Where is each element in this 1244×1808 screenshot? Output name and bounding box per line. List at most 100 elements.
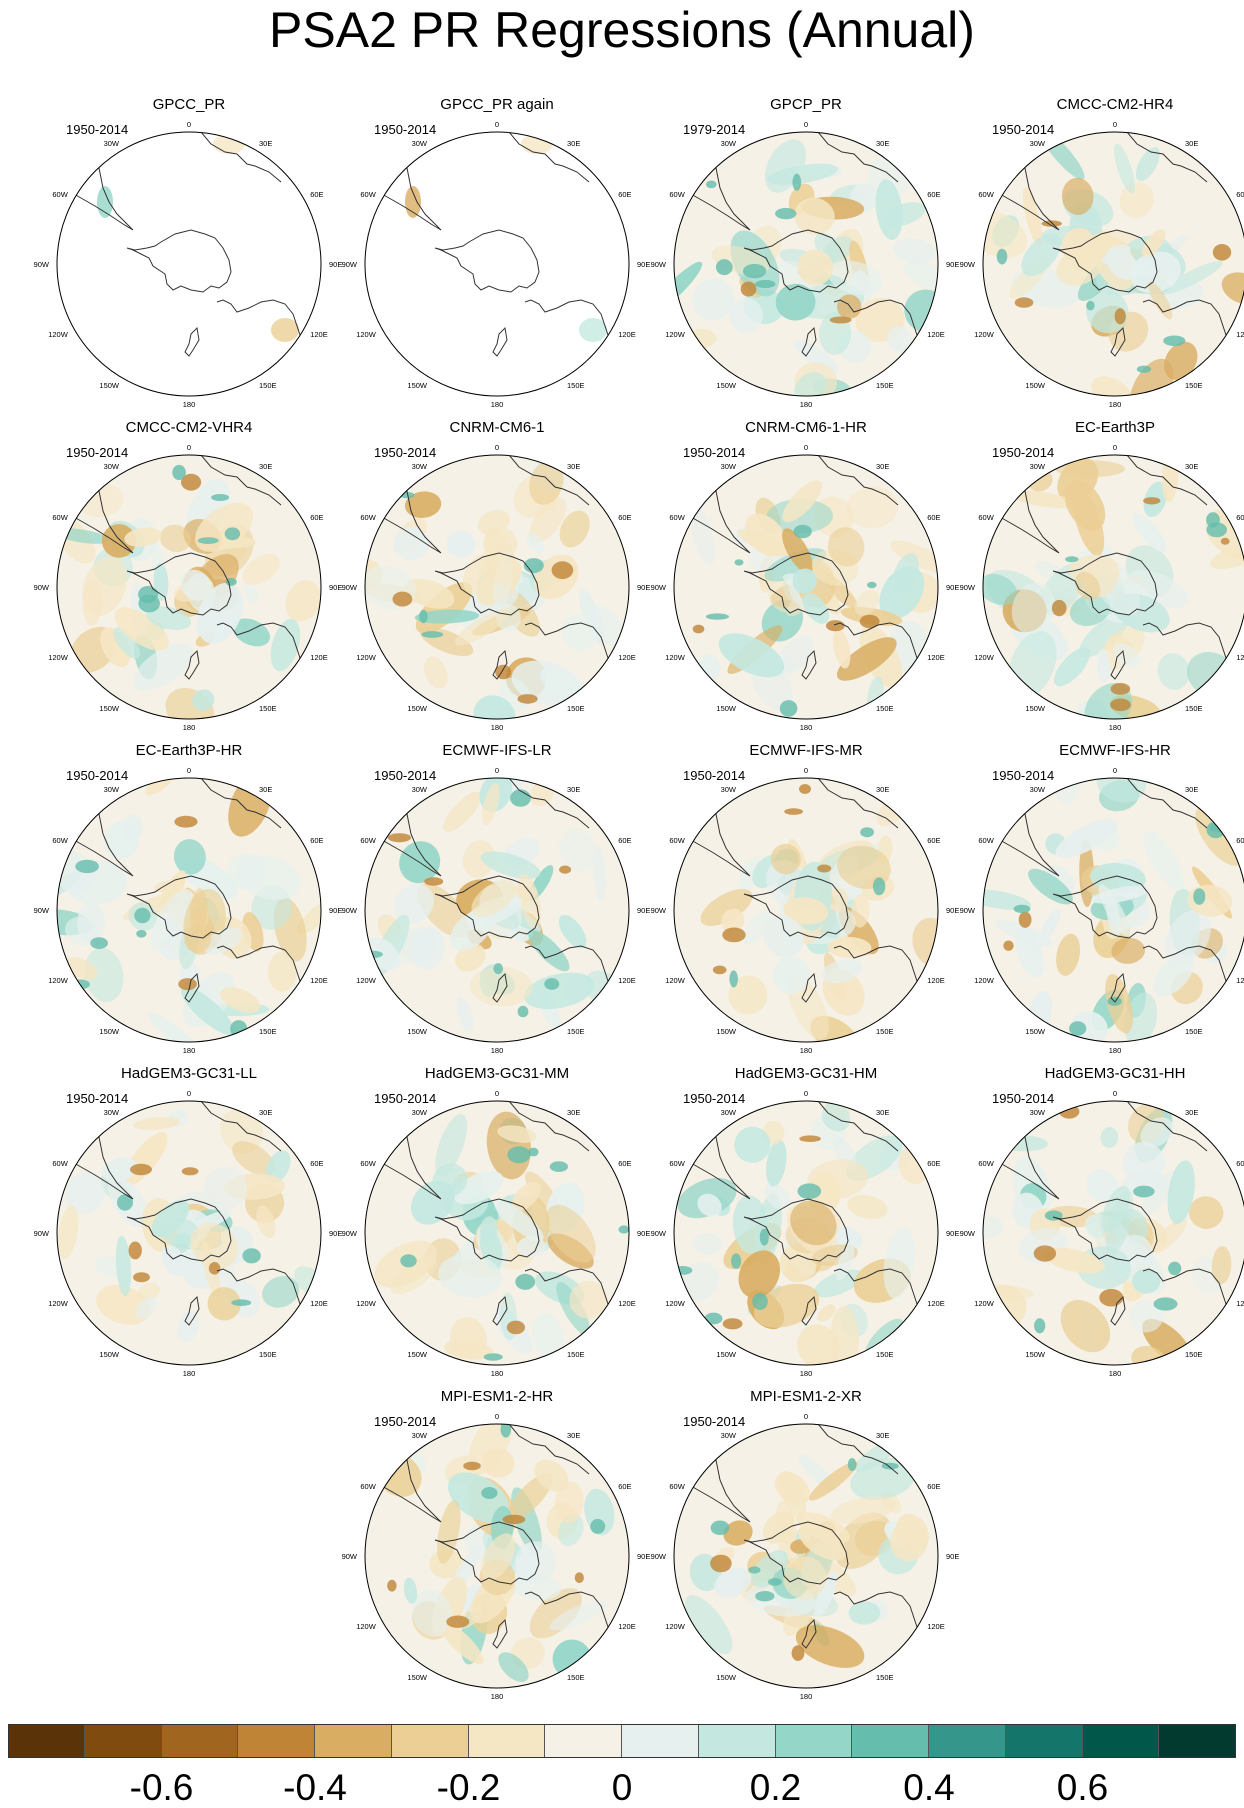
longitude-label: 150W	[1025, 1027, 1046, 1036]
longitude-label: 120W	[974, 1299, 995, 1308]
longitude-label: 60W	[360, 1159, 376, 1168]
panel-period: 1950-2014	[66, 768, 129, 783]
panel-period: 1950-2014	[66, 1091, 129, 1106]
colorbar-tick-label: -0.2	[436, 1767, 501, 1808]
longitude-label: 180	[183, 723, 196, 732]
longitude-label: 60E	[927, 190, 940, 199]
longitude-label: 90E	[329, 260, 342, 269]
longitude-label: 30W	[721, 1108, 737, 1117]
panel-title: CNRM-CM6-1-HR	[745, 419, 867, 436]
longitude-label: 120E	[1236, 976, 1244, 985]
map-panel: EC-Earth3P-HR 1950-2014 0 30E 60E 90E 120E 150E…	[34, 742, 344, 1062]
longitude-label: 180	[1109, 723, 1122, 732]
longitude-label: 150E	[567, 1350, 585, 1359]
longitude-label: 180	[1109, 400, 1122, 409]
longitude-label: 60W	[52, 1159, 68, 1168]
panel-title: ECMWF-IFS-MR	[749, 742, 863, 759]
longitude-label: 60W	[978, 513, 994, 522]
longitude-label: 90W	[651, 583, 667, 592]
panel-title: HadGEM3-GC31-HM	[734, 1065, 878, 1082]
longitude-label: 30E	[1185, 462, 1198, 471]
colorbar-segment	[698, 1724, 776, 1758]
colorbar-segment	[622, 1724, 699, 1758]
map-panel: ECMWF-IFS-MR 1950-2014 0 30E 60E 90E 120E 150E 1…	[651, 742, 961, 1062]
map-panel: HadGEM3-GC31-MM 1950-2014 0 30E 60E 90E 120E 15…	[342, 1065, 652, 1385]
panel-period: 1950-2014	[66, 445, 129, 460]
longitude-label: 60E	[618, 1159, 631, 1168]
longitude-label: 60W	[52, 513, 68, 522]
longitude-label: 90W	[651, 1552, 667, 1561]
colorbar-segment	[238, 1724, 315, 1758]
longitude-label: 120E	[310, 976, 328, 985]
map-panel: MPI-ESM1-2-HR 1950-2014 0 30E 60E 90E 120E 150E…	[342, 1388, 652, 1708]
longitude-label: 90E	[637, 1552, 650, 1561]
panel-period: 1950-2014	[374, 445, 437, 460]
panel-title: EC-Earth3P	[1074, 419, 1156, 436]
colorbar	[8, 1724, 1236, 1760]
longitude-label: 150W	[99, 1027, 120, 1036]
longitude-label: 150E	[876, 1673, 894, 1682]
colorbar-segment	[8, 1724, 85, 1758]
longitude-label: 30E	[567, 462, 580, 471]
longitude-label: 90W	[651, 1229, 667, 1238]
panel-title: MPI-ESM1-2-XR	[750, 1388, 862, 1405]
longitude-label: 90W	[342, 1552, 358, 1561]
map-panel: ECMWF-IFS-LR 1950-2014 0 30E 60E 90E 120E 150E 1…	[342, 742, 652, 1062]
longitude-label: 150W	[407, 1673, 428, 1682]
panel-title: ECMWF-IFS-LR	[442, 742, 552, 759]
colorbar-segment	[84, 1724, 162, 1758]
panel-title: CNRM-CM6-1	[449, 419, 545, 436]
longitude-label: 90W	[651, 906, 667, 915]
longitude-label: 180	[800, 1692, 813, 1701]
longitude-label: 90W	[960, 260, 976, 269]
longitude-label: 120W	[665, 976, 686, 985]
map-panel: CNRM-CM6-1 1950-2014 0 30E 60E 90E 120E 150E 180…	[342, 419, 652, 739]
longitude-label: 120W	[665, 1622, 686, 1631]
map-panel: HadGEM3-GC31-LL 1950-2014 0 30E 60E 90E 120E 15…	[34, 1065, 344, 1385]
longitude-label: 60W	[669, 513, 685, 522]
longitude-label: 150E	[567, 381, 585, 390]
colorbar-segment	[1159, 1724, 1236, 1758]
longitude-label: 150W	[1025, 704, 1046, 713]
longitude-label: 120E	[927, 976, 945, 985]
longitude-label: 120E	[927, 1622, 945, 1631]
longitude-label: 90E	[329, 906, 342, 915]
longitude-label: 30W	[1030, 139, 1046, 148]
longitude-label: 30W	[1030, 785, 1046, 794]
longitude-label: 60W	[978, 190, 994, 199]
longitude-label: 120W	[356, 976, 377, 985]
longitude-label: 0	[804, 766, 808, 775]
longitude-label: 150W	[716, 1350, 737, 1359]
longitude-label: 30E	[259, 1108, 272, 1117]
longitude-label: 30W	[104, 785, 120, 794]
colorbar-frame	[8, 1724, 1236, 1758]
longitude-label: 0	[804, 1412, 808, 1421]
longitude-label: 30E	[567, 139, 580, 148]
longitude-label: 150E	[876, 1027, 894, 1036]
longitude-label: 150W	[716, 1027, 737, 1036]
longitude-label: 60E	[1236, 513, 1244, 522]
longitude-label: 60E	[310, 1159, 323, 1168]
longitude-label: 0	[1113, 766, 1117, 775]
map-panel: CMCC-CM2-HR41950-2014030E60E90E120E150E1…	[960, 96, 1244, 416]
longitude-label: 30W	[104, 462, 120, 471]
map-panel: ECMWF-IFS-HR1950-2014030E60E90E120E150E1…	[960, 742, 1244, 1062]
longitude-label: 90W	[960, 583, 976, 592]
longitude-label: 60E	[618, 836, 631, 845]
panel-title: GPCC_PR again	[440, 96, 554, 113]
longitude-label: 60W	[978, 836, 994, 845]
colorbar-segment	[545, 1724, 622, 1758]
longitude-label: 150E	[259, 381, 277, 390]
longitude-label: 30W	[1030, 462, 1046, 471]
page-title: PSA2 PR Regressions (Annual)	[269, 2, 975, 58]
longitude-label: 30W	[721, 785, 737, 794]
longitude-label: 30W	[104, 139, 120, 148]
longitude-label: 120W	[974, 653, 995, 662]
map-panel: EC-Earth3P1950-2014030E60E90E120E150E180…	[960, 419, 1244, 739]
